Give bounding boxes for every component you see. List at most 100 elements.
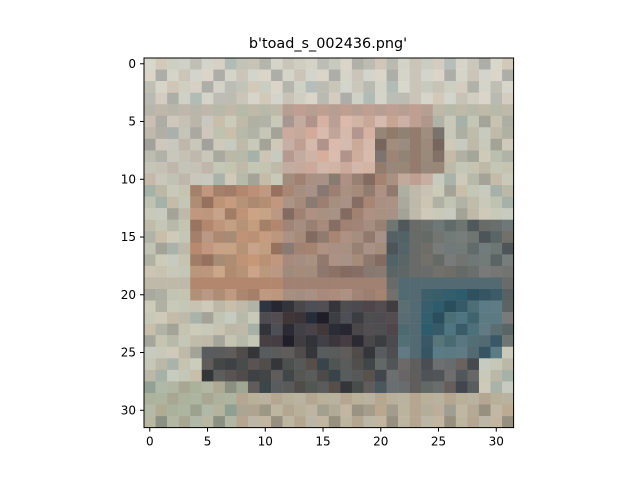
heatmap-cell [444, 92, 457, 105]
heatmap-cell [247, 69, 260, 82]
heatmap-cell [421, 300, 433, 313]
heatmap-cell [490, 231, 503, 244]
heatmap-cell [340, 150, 353, 163]
heatmap-cell [340, 254, 353, 267]
heatmap-cell [201, 312, 214, 324]
heatmap-cell [328, 242, 341, 255]
heatmap-cell [375, 312, 387, 324]
heatmap-cell [328, 404, 341, 417]
heatmap-cell [490, 335, 503, 347]
heatmap-cell [236, 346, 249, 359]
heatmap-cell [375, 161, 387, 174]
heatmap-cell [213, 231, 226, 244]
heatmap-cell [490, 404, 503, 417]
heatmap-cell [201, 289, 214, 301]
heatmap-cell [328, 115, 341, 128]
heatmap-cell [340, 404, 353, 417]
heatmap-cell [409, 265, 422, 278]
heatmap-cell [478, 69, 491, 82]
heatmap-cell [317, 335, 330, 347]
heatmap-cell [432, 346, 445, 359]
heatmap-cell [421, 92, 433, 105]
heatmap-cell [328, 416, 341, 428]
heatmap-cell [398, 323, 410, 336]
heatmap-cell [144, 69, 156, 82]
heatmap-cell [236, 196, 249, 209]
heatmap-cell [363, 404, 376, 417]
heatmap-cell [317, 300, 330, 313]
heatmap-cell [421, 161, 433, 174]
heatmap-cell [490, 115, 503, 128]
heatmap-cell [351, 173, 364, 186]
heatmap-cell [224, 173, 237, 186]
heatmap-cell [351, 185, 364, 197]
heatmap-cell [305, 127, 318, 140]
heatmap-cell [247, 231, 260, 244]
heatmap-cell [409, 416, 422, 428]
heatmap-cell [478, 185, 491, 197]
heatmap-cell [351, 346, 364, 359]
heatmap-cell [294, 369, 306, 382]
heatmap-cell [432, 312, 445, 324]
heatmap-cell [444, 242, 457, 255]
heatmap-cell [305, 196, 318, 209]
heatmap-cell [467, 92, 480, 105]
heatmap-cell [386, 404, 399, 417]
heatmap-cell [375, 335, 387, 347]
heatmap-cell [178, 231, 191, 244]
heatmap-cell [144, 323, 156, 336]
heatmap-cell [502, 346, 514, 359]
heatmap-cell [386, 323, 399, 336]
heatmap-cell [328, 161, 341, 174]
heatmap-cell [167, 335, 179, 347]
heatmap-cell [167, 231, 179, 244]
heatmap-cell [144, 115, 156, 128]
heatmap-cell [305, 300, 318, 313]
heatmap-cell [340, 115, 353, 128]
heatmap-cell [328, 300, 341, 313]
heatmap-cell [502, 150, 514, 163]
heatmap-cell [259, 358, 272, 371]
heatmap-cell [305, 173, 318, 186]
heatmap-cell [282, 150, 295, 163]
heatmap-cell [409, 58, 422, 70]
heatmap-cell [444, 346, 457, 359]
heatmap-cell [201, 358, 214, 371]
heatmap-cell [375, 196, 387, 209]
heatmap-cell [213, 254, 226, 267]
heatmap-cell [478, 265, 491, 278]
heatmap-cell [340, 231, 353, 244]
heatmap-cell [478, 173, 491, 186]
heatmap-cell [178, 115, 191, 128]
heatmap-cell [271, 404, 283, 417]
heatmap-cell [478, 81, 491, 93]
heatmap-cell [144, 392, 156, 405]
heatmap-cell [328, 196, 341, 209]
heatmap-cell [167, 150, 179, 163]
heatmap-cell [340, 185, 353, 197]
heatmap-cell [259, 277, 272, 290]
heatmap-cell [502, 323, 514, 336]
heatmap-cell [455, 81, 468, 93]
heatmap-cell [190, 185, 202, 197]
heatmap-cell [213, 185, 226, 197]
heatmap-cell [144, 335, 156, 347]
heatmap-cell [432, 138, 445, 151]
heatmap-cell [409, 208, 422, 220]
heatmap-cell [201, 127, 214, 140]
heatmap-cell [247, 277, 260, 290]
heatmap-cell [282, 404, 295, 417]
heatmap-cell [294, 335, 306, 347]
heatmap-cell [178, 185, 191, 197]
heatmap-cell [294, 138, 306, 151]
heatmap-cell [340, 81, 353, 93]
heatmap-cell [340, 219, 353, 232]
heatmap-cell [282, 161, 295, 174]
heatmap-cell [502, 127, 514, 140]
heatmap-cell [351, 104, 364, 116]
heatmap-cell [398, 277, 410, 290]
heatmap-cell [294, 346, 306, 359]
heatmap-cell [178, 127, 191, 140]
heatmap-cell [155, 219, 168, 232]
heatmap-cell [167, 265, 179, 278]
